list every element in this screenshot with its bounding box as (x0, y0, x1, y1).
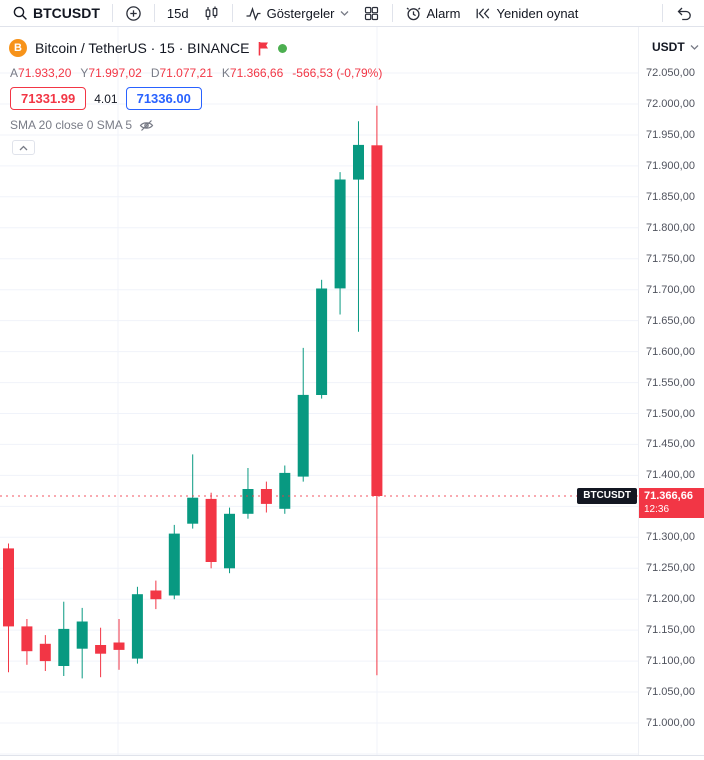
price-axis-label: 71.650,00 (646, 315, 695, 327)
quote-panel: 71331.99 4.01 71336.00 (10, 87, 202, 110)
toolbar-separator (662, 4, 663, 22)
currency-label: USDT (652, 40, 685, 54)
toolbar-separator (231, 4, 233, 22)
ohlc-open: A71.933,20 (10, 66, 72, 80)
price-axis-label: 72.050,00 (646, 67, 695, 79)
search-icon (13, 6, 27, 20)
replay-button[interactable]: Yeniden oynat (468, 1, 584, 25)
symbol-search-label: BTCUSDT (33, 5, 100, 21)
flag-icon[interactable] (257, 41, 270, 56)
symbol-search-button[interactable]: BTCUSDT (6, 1, 106, 25)
spread-value: 4.01 (94, 91, 118, 106)
price-axis-label: 71.250,00 (646, 562, 695, 574)
currency-selector[interactable]: USDT (652, 40, 699, 54)
price-axis-label: 71.750,00 (646, 253, 695, 265)
indicators-button[interactable]: Göstergeler (239, 1, 355, 25)
indicators-icon (246, 6, 261, 21)
indicators-label: Göstergeler (266, 5, 335, 21)
price-axis[interactable]: USDT 72.050,00 72.000,00 71.950,00 71.900,0… (638, 27, 704, 760)
compare-add-button[interactable] (119, 1, 148, 25)
chart-main: B Bitcoin / TetherUS · 15 · BINANCE A71.… (0, 27, 704, 760)
symbol-header: B Bitcoin / TetherUS · 15 · BINANCE (9, 39, 288, 57)
price-axis-label: 71.800,00 (646, 222, 695, 234)
symbol-price-label: BTCUSDT (577, 488, 637, 504)
alarm-button[interactable]: Alarm (399, 1, 467, 25)
indicator-legend-text: SMA 20 close 0 SMA 5 (10, 118, 133, 132)
toolbar-separator (391, 4, 393, 22)
chevron-down-icon (340, 10, 348, 16)
chevron-up-icon (19, 145, 28, 150)
hidden-eye-icon[interactable] (139, 119, 154, 132)
time-axis[interactable] (0, 755, 704, 760)
price-axis-label: 71.950,00 (646, 129, 695, 141)
price-axis-label: 71.500,00 (646, 408, 695, 420)
sell-button[interactable]: 71331.99 (10, 87, 87, 110)
layout-grid-button[interactable] (357, 1, 386, 25)
interval-button[interactable]: 15d (161, 1, 195, 25)
interval-label: 15d (166, 5, 189, 21)
price-axis-label: 71.850,00 (646, 191, 695, 203)
undo-button[interactable] (669, 1, 698, 25)
layout-grid-icon (364, 6, 378, 20)
price-axis-label: 71.100,00 (646, 655, 695, 667)
price-axis-label: 71.050,00 (646, 686, 695, 698)
price-axis-label: 71.450,00 (646, 438, 695, 450)
symbol-title[interactable]: Bitcoin / TetherUS · 15 · BINANCE (35, 40, 250, 56)
ohlc-change: -566,53 (-0,79%) (292, 66, 383, 80)
candles-icon (205, 6, 217, 20)
plus-circle-icon (126, 5, 141, 21)
ohlc-values: A71.933,20 Y71.997,02 D71.077,21 K71.366… (10, 66, 382, 80)
toolbar-separator (153, 4, 155, 22)
current-price-value: 71.366,66 (644, 490, 693, 502)
price-axis-label: 71.600,00 (646, 346, 695, 358)
price-axis-label: 71.550,00 (646, 377, 695, 389)
buy-button[interactable]: 71336.00 (125, 87, 202, 110)
top-toolbar: BTCUSDT 15d Göstergeler (0, 0, 704, 27)
price-axis-label: 71.700,00 (646, 284, 695, 296)
toolbar-separator (111, 4, 113, 22)
price-axis-label: 71.200,00 (646, 593, 695, 605)
indicator-legend[interactable]: SMA 20 close 0 SMA 5 (10, 118, 154, 132)
price-axis-label: 71.150,00 (646, 624, 695, 636)
candle-countdown: 12:36 (644, 504, 670, 515)
replay-icon (477, 7, 490, 19)
market-status-dot[interactable] (278, 43, 288, 53)
chart-type-button[interactable] (197, 1, 226, 25)
alarm-label: Alarm (426, 5, 461, 21)
undo-arrow-icon (677, 7, 691, 20)
chevron-down-icon (690, 44, 699, 50)
bitcoin-icon: B (9, 39, 27, 57)
price-axis-label: 71.000,00 (646, 717, 695, 729)
candlestick-chart[interactable] (0, 27, 638, 760)
price-axis-label: 71.900,00 (646, 160, 695, 172)
legend-collapse-button[interactable] (12, 140, 35, 155)
ohlc-high: Y71.997,02 (80, 66, 142, 80)
ohlc-close: K71.366,66 (221, 66, 284, 80)
replay-label: Yeniden oynat (496, 5, 579, 21)
price-axis-label: 71.400,00 (646, 469, 695, 481)
ohlc-low: D71.077,21 (150, 66, 213, 80)
alarm-clock-icon (406, 7, 420, 20)
current-price-tag: 71.366,66 12:36 (639, 488, 704, 518)
price-axis-label: 71.300,00 (646, 531, 695, 543)
price-axis-label: 72.000,00 (646, 98, 695, 110)
